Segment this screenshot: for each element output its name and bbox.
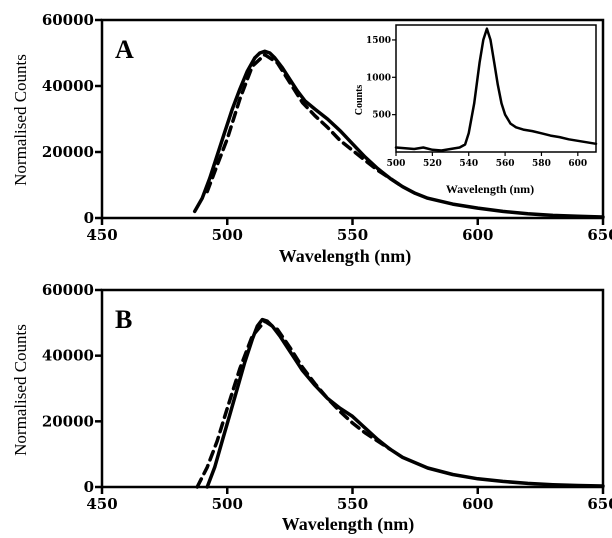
panel-b-x-tick-label: 600 bbox=[462, 495, 493, 513]
panel-b-y-label: Normalised Counts bbox=[11, 324, 30, 456]
panel-a-x-tick-label: 450 bbox=[86, 226, 117, 244]
inset-frame bbox=[395, 24, 597, 153]
inset-x-tick-label: 500 bbox=[387, 159, 406, 169]
panel-a-x-tick-label: 650 bbox=[587, 226, 612, 244]
panel-b-x-tick-label: 450 bbox=[86, 495, 117, 513]
panel-a-x-label: Wavelength (nm) bbox=[279, 246, 412, 267]
panel-b-frame bbox=[100, 288, 605, 489]
inset-y-tick-label: 500 bbox=[372, 111, 391, 121]
panel-b-x-tick-label: 650 bbox=[587, 495, 612, 513]
inset-x-tick-label: 580 bbox=[532, 159, 551, 169]
panel-a-x-tick-label: 550 bbox=[337, 226, 368, 244]
inset-series-solid-line bbox=[394, 27, 598, 152]
panel-b-plot: 450 500 550 600 650 0 20000 40000 60000 bbox=[42, 281, 612, 513]
inset-x-tick-label: 560 bbox=[496, 159, 515, 169]
panel-a-plot: 450 500 550 600 650 0 20000 40000 60000 bbox=[42, 11, 612, 244]
inset-x-tick-label: 600 bbox=[568, 159, 587, 169]
panel-a-inset: 500 520 540 560 580 600 500 1000 1500 Wavelength … bbox=[354, 24, 598, 196]
panel-a-y-label: Normalised Counts bbox=[11, 54, 30, 186]
panel-a-y-tick-label: 0 bbox=[84, 209, 94, 227]
inset-x-tick-label: 520 bbox=[423, 159, 442, 169]
panel-b-x-tick-label: 500 bbox=[212, 495, 243, 513]
inset-y-tick-label: 1500 bbox=[366, 36, 391, 46]
panel-a-y-tick-label: 40000 bbox=[42, 77, 94, 95]
panel-b-series-dashed-line bbox=[195, 319, 392, 489]
inset-x-label: Wavelength (nm) bbox=[446, 182, 534, 196]
panel-b-y-tick-label: 20000 bbox=[42, 412, 94, 430]
panel-a-y-tick-label: 60000 bbox=[42, 11, 94, 29]
inset-x-tick-label: 540 bbox=[459, 159, 478, 169]
panel-b-y-tick-label: 0 bbox=[84, 478, 94, 496]
panel-a-letter: A bbox=[115, 35, 134, 64]
panel-b-series-solid-line bbox=[205, 317, 605, 489]
panel-a-x-tick-label: 500 bbox=[212, 226, 243, 244]
panel-b-x-label: Wavelength (nm) bbox=[282, 514, 415, 535]
inset-y-label: Counts bbox=[354, 85, 365, 116]
panel-a-series-dashed-line bbox=[205, 52, 405, 194]
panel-b-y-tick-label: 40000 bbox=[42, 347, 94, 365]
inset-y-tick-label: 1000 bbox=[366, 73, 391, 83]
panel-a-x-tick-label: 600 bbox=[462, 226, 493, 244]
panel-b: Normalised Counts Wavelength (nm) B 450 5… bbox=[11, 281, 612, 535]
panel-a-series-solid-line bbox=[192, 49, 605, 219]
panel-b-y-tick-label: 60000 bbox=[42, 281, 94, 299]
panel-a-y-tick-label: 20000 bbox=[42, 143, 94, 161]
panel-a: Normalised Counts Wavelength (nm) A 450 5… bbox=[11, 11, 612, 267]
panel-b-letter: B bbox=[115, 305, 132, 334]
panel-b-x-tick-label: 550 bbox=[337, 495, 368, 513]
